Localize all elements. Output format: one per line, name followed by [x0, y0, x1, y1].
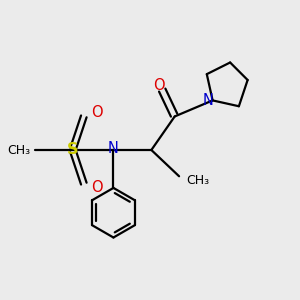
Text: S: S [67, 142, 78, 158]
Text: N: N [108, 141, 119, 156]
Text: O: O [92, 105, 103, 120]
Text: N: N [203, 93, 214, 108]
Text: O: O [153, 78, 164, 93]
Text: CH₃: CH₃ [7, 143, 30, 157]
Text: CH₃: CH₃ [186, 174, 209, 187]
Text: O: O [92, 180, 103, 195]
